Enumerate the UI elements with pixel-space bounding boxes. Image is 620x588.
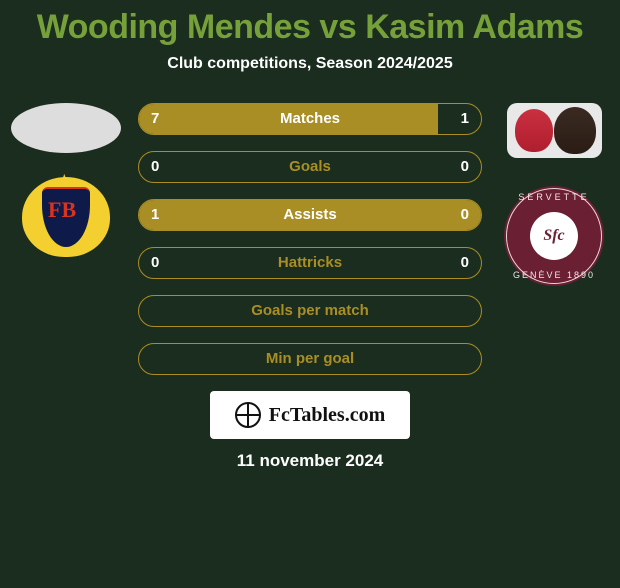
stat-value-right: 0 xyxy=(461,248,469,278)
stat-label: Hattricks xyxy=(139,248,481,278)
page-title: Wooding Mendes vs Kasim Adams xyxy=(0,8,620,47)
stat-value-right: 1 xyxy=(461,104,469,134)
page-subtitle: Club competitions, Season 2024/2025 xyxy=(0,55,620,73)
club1-monogram: FB xyxy=(48,197,76,223)
stat-bar: 7Matches1 xyxy=(138,103,482,135)
left-column: ★ FB xyxy=(6,103,126,261)
source-text: FcTables.com xyxy=(269,404,385,427)
stat-bar: Goals per match xyxy=(138,295,482,327)
stat-label: Goals xyxy=(139,152,481,182)
stat-value-right: 0 xyxy=(461,200,469,230)
source-logo-icon xyxy=(235,402,261,428)
source-suffix: Tables.com xyxy=(290,404,385,426)
club2-badge: SERVETTE Sfc GENÈVE 1890 xyxy=(504,186,604,286)
player1-photo xyxy=(11,103,121,153)
club2-text-top: SERVETTE xyxy=(504,192,604,202)
stat-label: Min per goal xyxy=(139,344,481,374)
content-area: ★ FB SERVETTE Sfc GENÈVE 1890 7Matches1 0… xyxy=(0,103,620,375)
stat-bar: 0Hattricks0 xyxy=(138,247,482,279)
stat-bar: Min per goal xyxy=(138,343,482,375)
right-column: SERVETTE Sfc GENÈVE 1890 xyxy=(494,103,614,286)
stat-bar: 0Goals0 xyxy=(138,151,482,183)
stat-label: Matches xyxy=(139,104,481,134)
source-prefix: Fc xyxy=(269,404,290,426)
source-badge: FcTables.com xyxy=(210,391,410,439)
stat-bar: 1Assists0 xyxy=(138,199,482,231)
player2-photo xyxy=(507,103,602,158)
stat-label: Goals per match xyxy=(139,296,481,326)
club2-text-bottom: GENÈVE 1890 xyxy=(504,270,604,280)
stat-value-right: 0 xyxy=(461,152,469,182)
stat-label: Assists xyxy=(139,200,481,230)
club1-badge: ★ FB xyxy=(18,173,114,261)
stats-bars: 7Matches10Goals01Assists00Hattricks0Goal… xyxy=(138,103,482,375)
footer-date: 11 november 2024 xyxy=(0,451,620,471)
